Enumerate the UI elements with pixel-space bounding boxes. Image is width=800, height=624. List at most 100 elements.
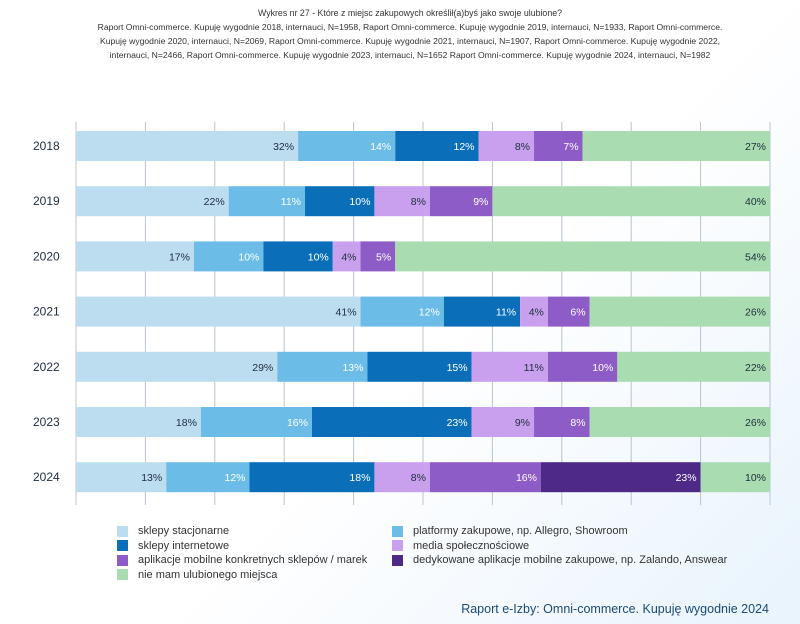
stacked-bar-chart: 2018 32% 14% 12% 8% 7% 27% 2019 22% 11% 10% 8% 9% 40%…: [33, 122, 771, 505]
value-label: 11%: [524, 362, 544, 374]
value-label: 12%: [224, 472, 245, 484]
source-line-1: Raport Omni-commerce. Kupuję wygodnie 20…: [97, 22, 723, 32]
legend-label: media społecznościowe: [413, 539, 530, 552]
value-label: 23%: [676, 472, 697, 484]
chart-title: Wykres nr 27 - Które z miejsc zakupowych…: [257, 8, 563, 18]
footer-source: Raport e-Izby: Omni-commerce. Kupuję wyg…: [461, 602, 769, 616]
value-label: 18%: [349, 472, 370, 484]
value-label: 54%: [745, 251, 766, 263]
value-label: 13%: [141, 472, 162, 484]
value-label: 4%: [341, 251, 356, 263]
bar-segment: [395, 241, 770, 272]
bar-segment: [443, 296, 521, 327]
legend-swatch: [392, 554, 403, 566]
legend-label: aplikacje mobilne konkretnych sklepów / …: [138, 554, 368, 566]
legend-label: sklepy internetowe: [138, 539, 230, 552]
value-label: 6%: [570, 307, 585, 319]
value-label: 15%: [447, 362, 468, 374]
legend-item: sklepy stacjonarne: [117, 525, 229, 537]
value-label: 22%: [745, 362, 766, 374]
bar-segment: [76, 186, 229, 217]
legend-item: dedykowane aplikacje mobilne zakupowe, n…: [392, 554, 727, 566]
legend-swatch: [392, 540, 403, 551]
value-label: 13%: [342, 362, 363, 374]
value-label: 27%: [745, 141, 766, 153]
bar-segment: [700, 462, 770, 493]
year-label-2019: 2019: [33, 194, 60, 208]
bar-segment: [395, 131, 479, 161]
bar-segment: [311, 407, 472, 437]
bar-segment: [547, 351, 618, 382]
value-label: 40%: [745, 196, 766, 208]
bar-segment: [76, 407, 201, 437]
value-label: 12%: [454, 141, 475, 153]
value-label: 29%: [252, 362, 273, 374]
bar-segment: [249, 462, 375, 493]
bar-segment: [228, 186, 306, 217]
bar-segment: [492, 186, 770, 217]
bar-segment: [534, 131, 583, 161]
bar-segment: [332, 241, 361, 272]
legend-swatch: [117, 540, 128, 551]
bar-segment: [76, 462, 167, 493]
value-label: 10%: [238, 251, 259, 263]
value-label: 10%: [308, 251, 329, 263]
bar-segment: [589, 407, 770, 437]
bar-segment: [471, 407, 535, 437]
legend-swatch: [117, 554, 128, 566]
bar-segment: [429, 462, 541, 493]
bar-segment: [200, 407, 312, 437]
value-label: 16%: [516, 472, 537, 484]
legend-label: nie mam ulubionego miejsca: [138, 568, 278, 581]
bar-segment: [305, 186, 375, 217]
bar-segment: [298, 131, 396, 161]
year-label-2021: 2021: [33, 305, 60, 319]
value-label: 11%: [281, 196, 301, 208]
legend-label: dedykowane aplikacje mobilne zakupowe, n…: [413, 554, 728, 566]
bar-segment: [374, 186, 430, 217]
year-label-2018: 2018: [33, 139, 60, 153]
value-label: 23%: [447, 417, 468, 429]
chart-bars: [76, 131, 770, 493]
bar-segment: [360, 241, 396, 272]
legend-swatch: [392, 525, 403, 537]
chart-labels: 2018 32% 14% 12% 8% 7% 27% 2019 22% 11% 10% 8% 9% 40%…: [33, 139, 766, 484]
bar-segment: [540, 462, 701, 493]
legend-item: media społecznościowe: [392, 540, 529, 552]
value-label: 17%: [169, 251, 190, 263]
value-label: 26%: [745, 417, 766, 429]
bar-segment: [547, 296, 590, 327]
bar-segment: [520, 296, 548, 327]
value-label: 14%: [370, 141, 391, 153]
bar-segment: [471, 351, 548, 382]
legend-swatch: [117, 525, 128, 537]
legend-swatch: [117, 569, 128, 580]
value-label: 26%: [745, 307, 766, 319]
bar-segment: [263, 241, 333, 272]
legend-label: platformy zakupowe, np. Allegro, Showroo…: [413, 525, 628, 537]
bar-segment: [374, 462, 430, 493]
bar-segment: [76, 131, 299, 161]
year-label-2023: 2023: [33, 415, 60, 429]
value-label: 8%: [411, 472, 426, 484]
value-label: 8%: [515, 141, 530, 153]
value-label: 10%: [745, 472, 766, 484]
bar-segment: [193, 241, 264, 272]
year-label-2020: 2020: [33, 249, 60, 263]
year-label-2022: 2022: [33, 360, 60, 374]
value-label: 5%: [376, 251, 391, 263]
legend-item: sklepy internetowe: [117, 540, 229, 552]
value-label: 10%: [592, 362, 613, 374]
bar-segment: [166, 462, 250, 493]
value-label: 11%: [496, 307, 516, 319]
value-label: 12%: [419, 307, 440, 319]
value-label: 22%: [204, 196, 225, 208]
value-label: 4%: [529, 307, 544, 319]
year-label-2024: 2024: [33, 470, 60, 484]
bar-segment: [76, 351, 278, 382]
bar-segment: [367, 351, 472, 382]
bar-segment: [478, 131, 535, 161]
bar-segment: [617, 351, 770, 382]
value-label: 18%: [176, 417, 197, 429]
value-label: 7%: [563, 141, 578, 153]
